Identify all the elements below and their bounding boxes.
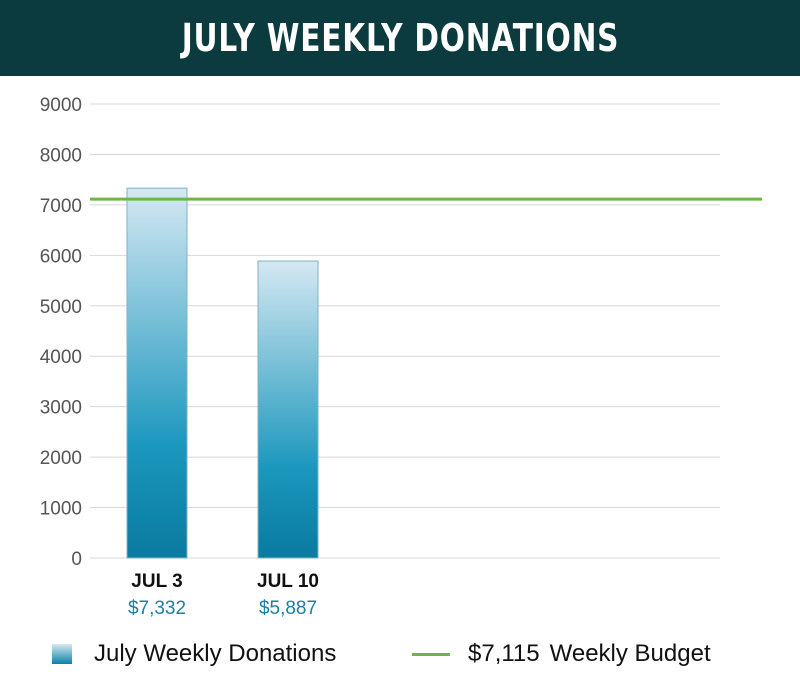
chart-title: July Weekly Donations (181, 16, 619, 60)
legend-line-icon (412, 652, 450, 656)
x-tick-label: JUL 10 (257, 571, 319, 592)
y-tick-label: 6000 (40, 246, 82, 267)
y-tick-label: 4000 (40, 347, 82, 368)
legend-swatch-icon (52, 644, 72, 664)
bar (126, 187, 188, 559)
legend-label: July Weekly Donations (94, 640, 337, 667)
legend-item-donations: July Weekly Donations (52, 640, 336, 668)
legend-label: Weekly Budget (549, 640, 711, 667)
y-tick-label: 7000 (40, 196, 82, 217)
y-tick-label: 1000 (40, 499, 82, 520)
bar (257, 260, 319, 559)
y-tick-label: 0 (71, 549, 82, 570)
bar-value-label: $5,887 (259, 598, 317, 619)
x-tick-label: JUL 3 (131, 571, 182, 592)
bar-value-label: $7,332 (128, 598, 186, 619)
y-tick-label: 9000 (40, 95, 82, 116)
legend-item-budget: $7,115 Weekly Budget (412, 640, 711, 668)
y-tick-label: 3000 (40, 398, 82, 419)
y-tick-label: 2000 (40, 448, 82, 469)
y-tick-label: 8000 (40, 145, 82, 166)
y-tick-label: 5000 (40, 297, 82, 318)
title-bar: July Weekly Donations (0, 0, 800, 76)
legend-amount: $7,115 (468, 640, 540, 667)
